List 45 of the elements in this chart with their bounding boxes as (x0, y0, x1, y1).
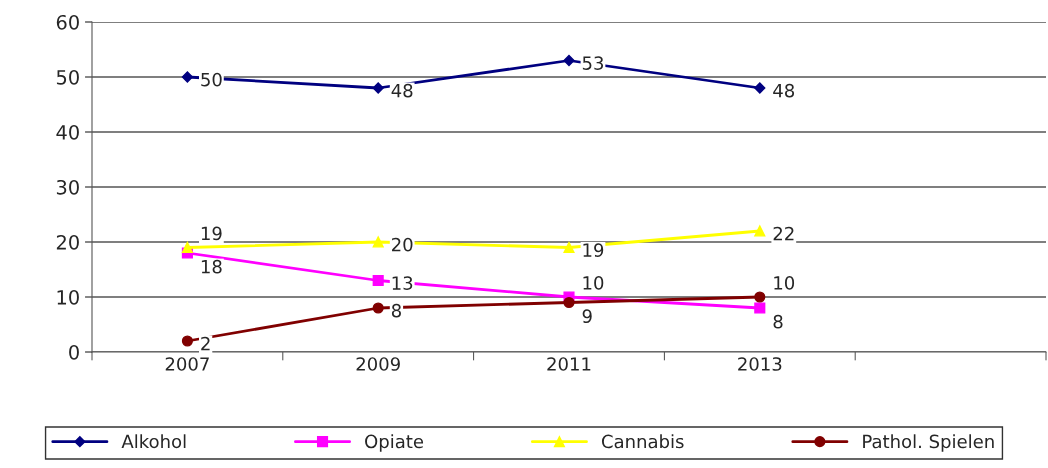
x-tick-label: 2013 (738, 357, 782, 371)
x-tick-label: 2011 (547, 357, 591, 371)
x-tick-label: 2007 (165, 357, 209, 371)
point (181, 335, 193, 347)
data-label: 9 (582, 309, 592, 324)
data-label: 22 (773, 226, 794, 241)
data-label: 2 (201, 336, 210, 351)
data-label: 13 (392, 276, 413, 290)
data-label: 8 (391, 303, 401, 318)
point (372, 236, 384, 248)
point (563, 241, 575, 254)
data-label: 19 (201, 226, 222, 241)
data-label: 50 (201, 72, 222, 87)
data-label: 48 (773, 83, 795, 98)
point (372, 302, 384, 314)
y-tick-label: 50 (56, 69, 79, 85)
legend-label: Pathol. Spielen (863, 434, 994, 452)
legend-label: Alkohol (121, 434, 186, 449)
legend-label: Opiate (365, 434, 424, 452)
x-tick-label: 2009 (356, 357, 400, 371)
data-label: 18 (201, 259, 222, 274)
point (754, 225, 766, 237)
data-label: 10 (583, 276, 604, 290)
data-label: 20 (392, 237, 413, 252)
y-tick-label: 30 (56, 179, 79, 195)
y-tick-label: 10 (57, 289, 79, 305)
point (563, 54, 575, 67)
y-tick-label: 40 (56, 124, 79, 140)
point (754, 82, 766, 94)
data-label: 53 (582, 56, 604, 70)
y-tick-label: 0 (69, 344, 79, 360)
point (754, 302, 766, 314)
point (372, 274, 384, 287)
point (181, 241, 193, 254)
data-label: 8 (773, 314, 783, 329)
data-label: 48 (391, 83, 413, 98)
y-tick-label: 20 (56, 234, 79, 250)
y-tick-label: 60 (56, 14, 79, 30)
point (563, 296, 575, 309)
data-label: 10 (774, 276, 795, 290)
data-label: 19 (583, 243, 604, 257)
point (372, 82, 384, 94)
point (181, 71, 194, 83)
legend-label: Cannabis (601, 434, 684, 449)
point (754, 291, 766, 303)
